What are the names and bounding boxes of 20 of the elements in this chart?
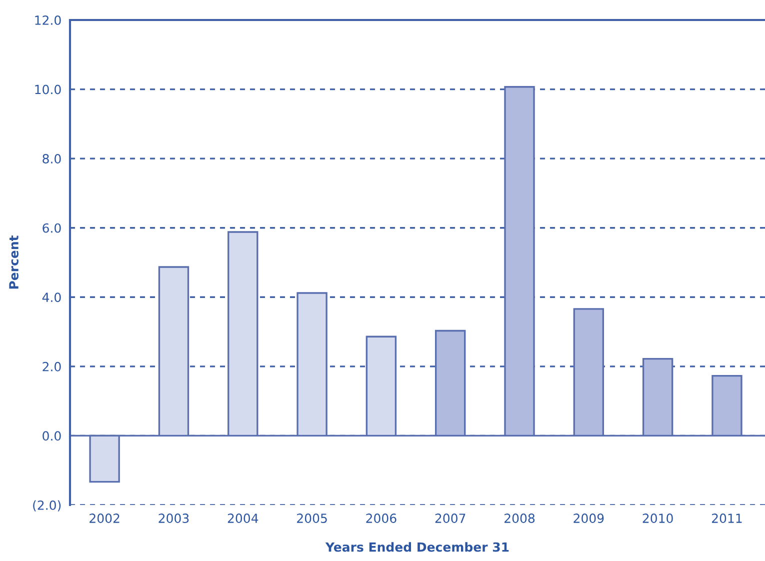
- x-tick-label: 2002: [90, 514, 120, 524]
- x-tick-label: 2005: [297, 514, 327, 524]
- x-tick-label: 2009: [574, 514, 604, 524]
- y-tick-label: 4.0: [42, 292, 61, 302]
- y-tick-label: 8.0: [42, 154, 61, 164]
- x-tick-label: 2007: [435, 514, 466, 524]
- x-tick-label: 2004: [228, 514, 258, 524]
- x-tick-label: 2006: [366, 514, 396, 524]
- x-tick-label: 2011: [712, 514, 742, 524]
- y-tick-label: (2.0): [33, 500, 61, 512]
- y-tick-label: 10.0: [35, 84, 61, 94]
- y-tick-label: 6.0: [42, 223, 61, 233]
- y-axis-title: Percent: [9, 236, 18, 289]
- x-tick-label: 2010: [642, 514, 673, 524]
- x-tick-label: 2008: [504, 514, 535, 524]
- x-tick-label: 2003: [158, 514, 189, 524]
- y-tick-label: 0.0: [42, 431, 61, 441]
- y-tick-label: 12.0: [35, 15, 61, 25]
- x-axis-title: Years Ended December 31: [325, 542, 509, 552]
- y-tick-label: 2.0: [42, 362, 61, 372]
